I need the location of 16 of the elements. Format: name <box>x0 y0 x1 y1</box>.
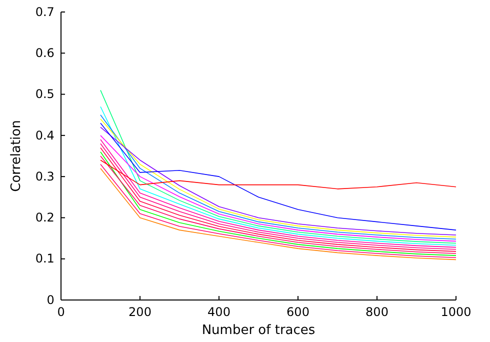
x-tick-label: 400 <box>208 305 230 320</box>
y-tick-label: 0.3 <box>35 169 54 184</box>
x-tick-label: 200 <box>128 305 152 320</box>
x-tick-label: 600 <box>286 305 310 320</box>
y-tick-label: 0 <box>46 292 54 307</box>
y-tick-label: 0.4 <box>35 128 54 142</box>
y-axis-title: Correlation <box>9 120 24 192</box>
y-tick-label: 0.5 <box>35 87 54 102</box>
y-tick-label: 0.6 <box>35 46 54 60</box>
y-tick-label: 0.2 <box>35 210 54 225</box>
x-axis-title: Number of traces <box>202 323 316 338</box>
x-tick-label: 0 <box>57 305 65 320</box>
x-tick-label: 800 <box>366 305 388 320</box>
x-tick-label: 1000 <box>440 305 472 320</box>
y-tick-label: 0.7 <box>35 4 54 19</box>
y-tick-label: 0.1 <box>35 252 54 266</box>
